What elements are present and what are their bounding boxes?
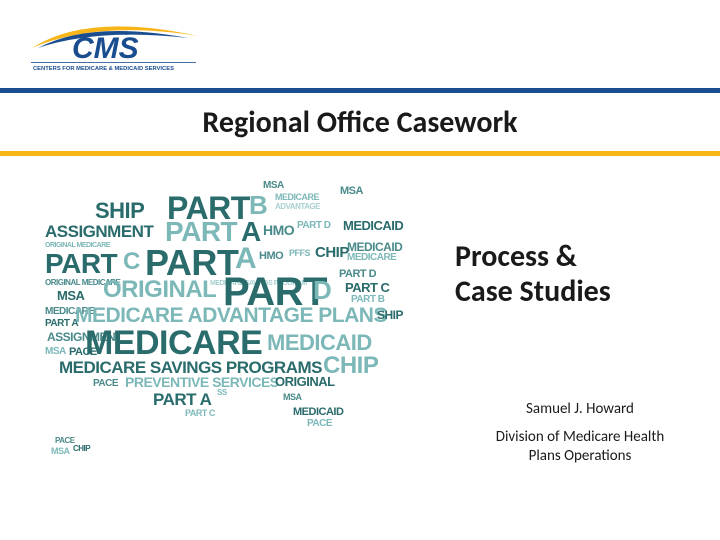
wordcloud-word: C [123, 248, 140, 276]
wordcloud-word: SHIP [377, 308, 403, 322]
wordcloud-word: MSA [263, 180, 284, 191]
wordcloud-word: MEDICARE [347, 252, 396, 263]
author-dept-line2: Plans Operations [455, 447, 705, 466]
wordcloud-word: HMO [259, 250, 283, 262]
wordcloud-word: PART C [185, 408, 215, 418]
wordcloud-word: PART D [297, 220, 330, 231]
wordcloud-word: PACE [55, 436, 75, 445]
wordcloud-word: ORIGINAL [103, 276, 216, 304]
wordcloud-word: MSA [51, 446, 70, 456]
logo-text: CMS [72, 32, 139, 65]
wordcloud-word: MEDICAID [343, 218, 403, 233]
wordcloud-word: PFFS [289, 248, 310, 258]
wordcloud-word: MSA [283, 392, 302, 402]
title-band: Regional Office Casework [0, 88, 720, 156]
wordcloud-word: HMO [263, 222, 294, 238]
wordcloud-word: ADVANTAGE [275, 202, 320, 211]
us-wordcloud-map: SHIPPARTBMSAMEDICAREADVANTAGEMSAASSIGNME… [45, 180, 435, 490]
wordcloud-word: D [313, 275, 331, 306]
wordcloud-word: PREVENTIVE SERVICES [125, 374, 279, 390]
wordcloud-word: MEDICAID [293, 406, 343, 418]
logo-tagline: CENTERS FOR MEDICARE & MEDICAID SERVICES [33, 66, 174, 72]
author-block: Samuel J. Howard Division of Medicare He… [455, 400, 705, 466]
subtitle-line1: Process & [455, 240, 705, 275]
wordcloud-word: PART A [153, 390, 211, 410]
wordcloud-word: PACE [93, 378, 118, 389]
cms-logo: CMS CENTERS FOR MEDICARE & MEDICAID SERV… [28, 18, 238, 74]
wordcloud-word: PART D [339, 268, 376, 280]
wordcloud-word: MSA [57, 288, 84, 303]
wordcloud-word: PACE [307, 418, 332, 429]
wordcloud-word: CHIP [73, 444, 90, 453]
author-name: Samuel J. Howard [455, 400, 705, 418]
wordcloud-word: SS [217, 388, 227, 397]
subtitle-block: Process & Case Studies [455, 240, 705, 309]
wordcloud-word: PART C [345, 280, 389, 295]
wordcloud-word: SHIP [95, 198, 144, 224]
wordcloud-word: ORIGINAL [275, 374, 335, 389]
author-dept-line1: Division of Medicare Health [455, 428, 705, 447]
subtitle-line2: Case Studies [455, 275, 705, 310]
cms-logo-svg: CMS CENTERS FOR MEDICARE & MEDICAID SERV… [28, 18, 238, 74]
slide-title: Regional Office Casework [202, 104, 517, 141]
wordcloud-word: MEDICARE [275, 192, 319, 202]
wordcloud-word: MSA [340, 185, 363, 197]
wordcloud-word: PACE [69, 346, 97, 358]
wordcloud-word: CHIP [315, 244, 349, 261]
wordcloud-word: MSA [45, 346, 66, 357]
wordcloud-word: ASSIGNMENT [45, 222, 153, 242]
wordcloud-word: PART A [45, 318, 78, 329]
